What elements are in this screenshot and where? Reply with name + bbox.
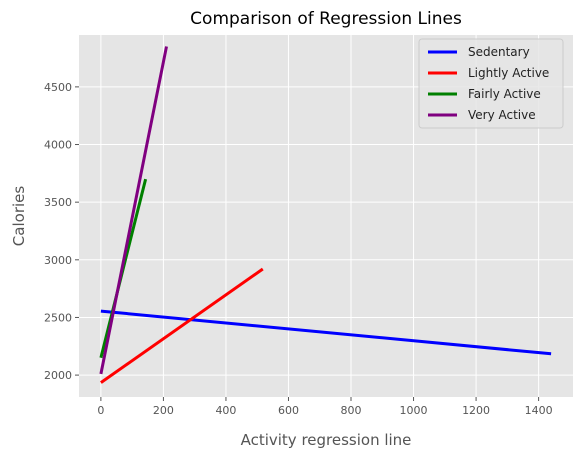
y-tick-label: 2500 — [44, 311, 72, 324]
y-tick-label: 4500 — [44, 81, 72, 94]
series-lines — [99, 46, 552, 384]
x-tick-label: 1400 — [525, 404, 553, 417]
legend-box — [418, 38, 564, 129]
legend-label-lightly-active: Lightly Active — [468, 66, 549, 80]
x-tick-label: 0 — [97, 404, 104, 417]
x-tick-label: 600 — [278, 404, 299, 417]
y-tick-label: 3000 — [44, 254, 72, 267]
x-axis-label: Activity regression line — [241, 431, 412, 449]
series-line-sedentary — [100, 309, 552, 356]
y-tick-label: 2000 — [44, 369, 72, 382]
x-tick-label: 800 — [341, 404, 362, 417]
legend: Sedentary Lightly Active Fairly Active Very… — [418, 38, 564, 129]
x-tick-label: 200 — [153, 404, 174, 417]
x-tick-label: 1000 — [400, 404, 428, 417]
tick-labels: 0 200 400 600 800 1000 1200 1400 2000 2500 3000 350… — [44, 81, 553, 417]
y-axis-label: Calories — [10, 186, 28, 247]
legend-label-very-active: Very Active — [468, 108, 536, 122]
legend-label-fairly-active: Fairly Active — [468, 87, 541, 101]
chart-title: Comparison of Regression Lines — [190, 9, 462, 29]
y-tick-label: 3500 — [44, 196, 72, 209]
series-line-very-active — [99, 46, 168, 375]
series-line-lightly-active — [100, 267, 264, 384]
x-tick-label: 400 — [215, 404, 236, 417]
y-tick-label: 4000 — [44, 139, 72, 152]
legend-label-sedentary: Sedentary — [468, 45, 530, 59]
x-tick-label: 1200 — [462, 404, 490, 417]
